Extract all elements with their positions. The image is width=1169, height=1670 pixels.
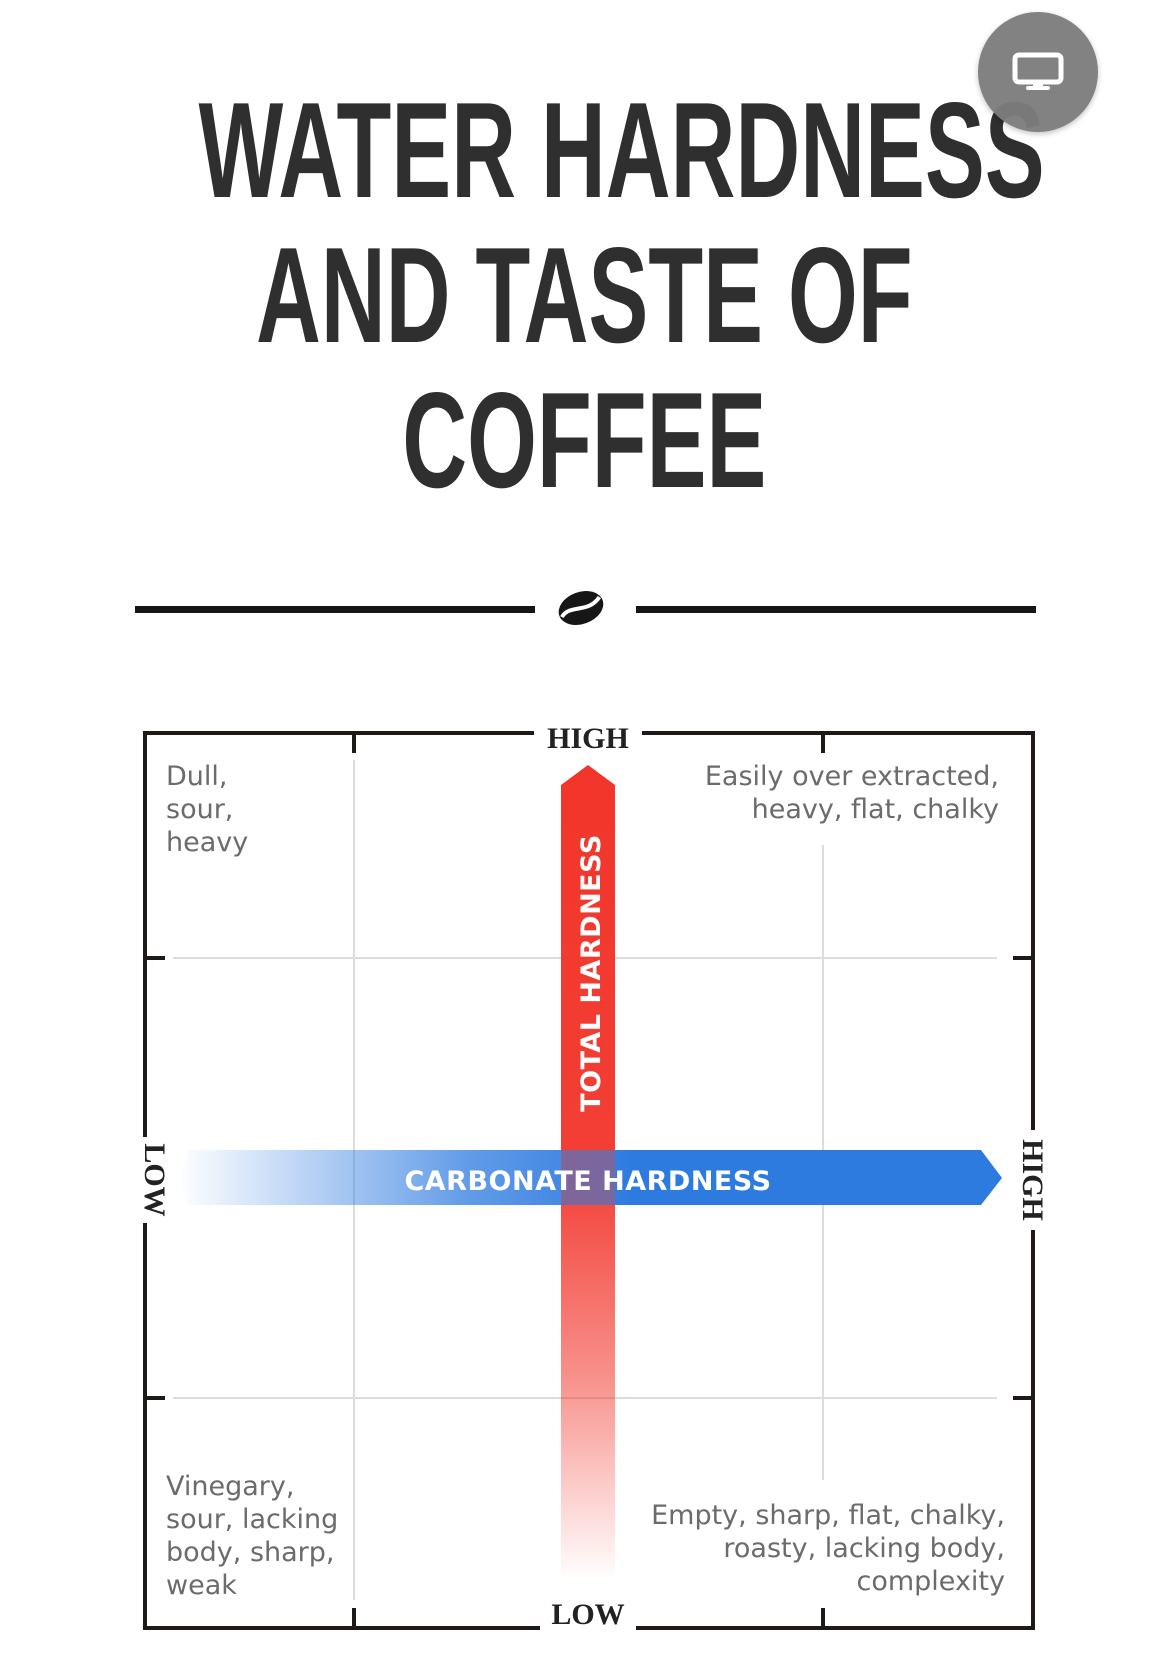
title-line-1: WATER HARDNESS [198, 74, 1045, 226]
coffee-bean-icon [558, 591, 604, 625]
divider-line-right [636, 606, 1036, 613]
quadrant-bottom-left-text: Vinegary, sour, lacking body, sharp, wea… [166, 1471, 339, 1601]
monitor-icon [1012, 52, 1064, 90]
frame-ticks [145, 733, 1033, 1628]
y-axis-low-label: LOW [540, 1598, 636, 1634]
x-axis-low-label: LOW [135, 1137, 171, 1223]
x-axis-high-label: HIGH [1013, 1130, 1049, 1230]
page-title: WATER HARDNESS AND TASTE OF COFFEE [198, 74, 1045, 516]
title-line-3: COFFEE [402, 364, 767, 516]
quadrant-top-right-text: Easily over extracted, heavy, flat, chal… [704, 761, 999, 825]
title-line-2: AND TASTE OF [256, 219, 913, 371]
display-mode-button[interactable] [978, 12, 1098, 132]
carbonate-hardness-label: CARBONATE HARDNESS [404, 1166, 771, 1197]
quadrant-bottom-right-text: Empty, sharp, flat, chalky, roasty, lack… [651, 1500, 1005, 1597]
total-hardness-label: TOTAL HARDNESS [576, 834, 607, 1112]
divider-line-left [135, 606, 535, 613]
quadrant-top-left-text: Dull, sour, heavy [166, 761, 249, 858]
arrow-overlap [561, 1150, 615, 1205]
y-axis-high-label: HIGH [534, 722, 642, 758]
